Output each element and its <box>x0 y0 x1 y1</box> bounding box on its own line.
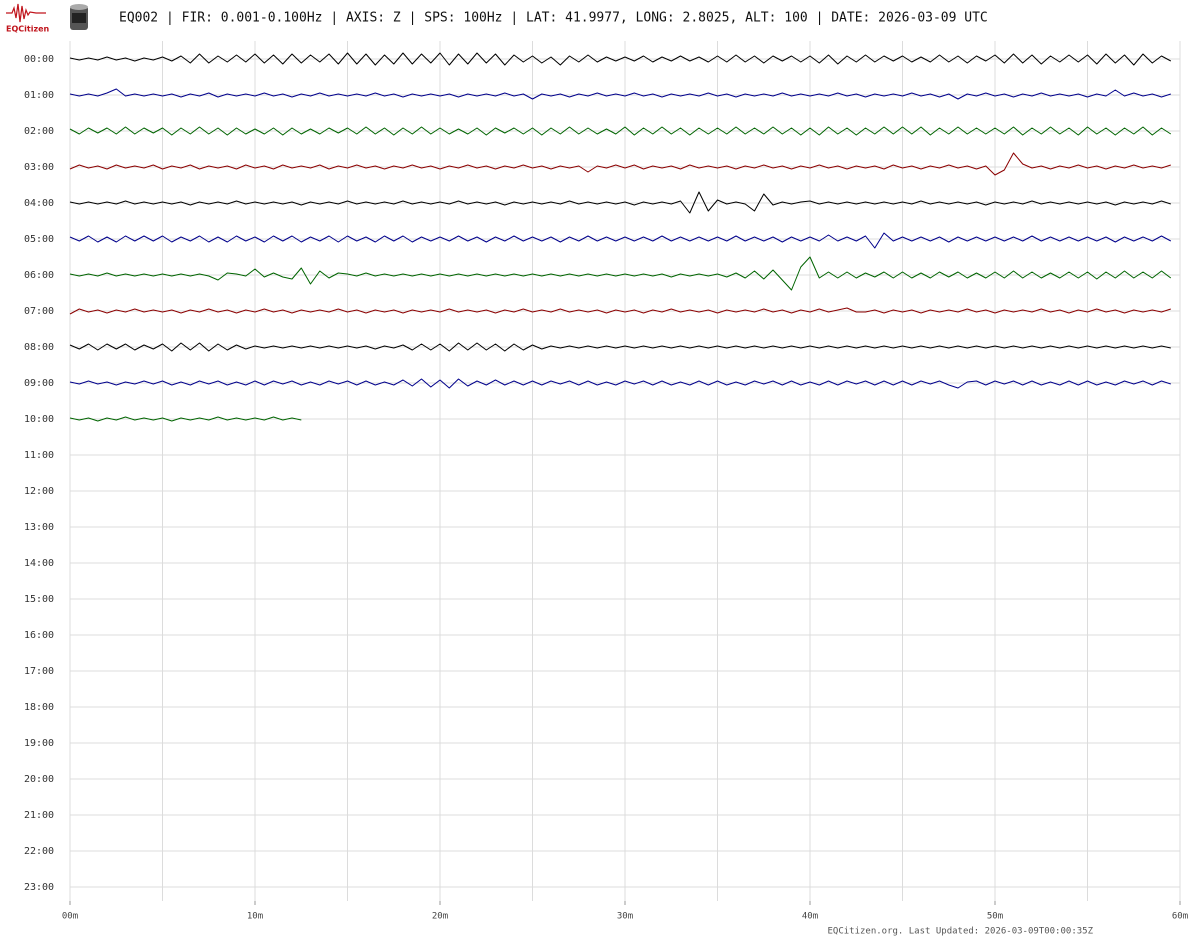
logo-wave <box>6 3 46 23</box>
hour-label: 18:00 <box>24 702 54 713</box>
hour-label: 09:00 <box>24 378 54 389</box>
trace <box>69 416 302 422</box>
traces <box>69 52 1172 422</box>
sensor-icon-top <box>70 4 88 10</box>
hour-label: 21:00 <box>24 810 54 821</box>
x-tick-label: 20m <box>432 912 448 922</box>
x-tick-label: 30m <box>617 912 633 922</box>
hour-label: 12:00 <box>24 486 54 497</box>
trace <box>69 307 1171 315</box>
hour-label: 08:00 <box>24 342 54 353</box>
chart-title: EQ002 | FIR: 0.001-0.100Hz | AXIS: Z | S… <box>119 11 988 26</box>
footer: EQCitizen.org. Last Updated: 2026-03-09T… <box>827 927 1093 937</box>
hour-label: 11:00 <box>24 450 54 461</box>
trace <box>69 191 1171 214</box>
hour-label: 07:00 <box>24 306 54 317</box>
logo-text: EQCitizen <box>6 25 50 34</box>
trace <box>69 88 1171 100</box>
hour-label: 19:00 <box>24 738 54 749</box>
hour-label: 17:00 <box>24 666 54 677</box>
hour-label: 04:00 <box>24 198 54 209</box>
trace <box>69 232 1172 249</box>
x-tick-label: 50m <box>987 912 1003 922</box>
trace <box>69 342 1171 352</box>
hour-label: 14:00 <box>24 558 54 569</box>
hour-label: 16:00 <box>24 630 54 641</box>
hour-label: 23:00 <box>24 882 54 893</box>
hour-label: 22:00 <box>24 846 54 857</box>
hour-label: 13:00 <box>24 522 54 533</box>
hour-label: 05:00 <box>24 234 54 245</box>
hour-label: 10:00 <box>24 414 54 425</box>
trace <box>69 52 1172 66</box>
hour-label: 03:00 <box>24 162 54 173</box>
grid <box>69 41 1181 901</box>
hour-label: 15:00 <box>24 594 54 605</box>
hour-label: 01:00 <box>24 90 54 101</box>
hour-label: 06:00 <box>24 270 54 281</box>
x-tick-label: 00m <box>62 912 78 922</box>
hour-label: 20:00 <box>24 774 54 785</box>
labels: 00:00 01:00 02:00 03:00 04:00 05:00 06:00 07:00… <box>24 54 1188 922</box>
trace <box>69 378 1171 389</box>
trace <box>69 152 1171 176</box>
x-tick-label: 60m <box>1172 912 1188 922</box>
trace <box>69 256 1172 291</box>
trace <box>69 126 1172 136</box>
logo: EQCitizen <box>6 3 88 34</box>
hour-label: 02:00 <box>24 126 54 137</box>
x-tick-label: 40m <box>802 912 818 922</box>
hour-label: 00:00 <box>24 54 54 65</box>
x-tick-label: 10m <box>247 912 263 922</box>
sensor-icon-band <box>72 13 86 23</box>
